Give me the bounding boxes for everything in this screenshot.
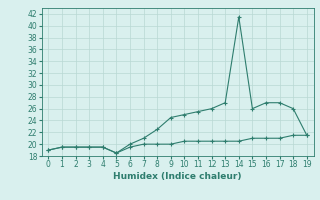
X-axis label: Humidex (Indice chaleur): Humidex (Indice chaleur) — [113, 172, 242, 181]
